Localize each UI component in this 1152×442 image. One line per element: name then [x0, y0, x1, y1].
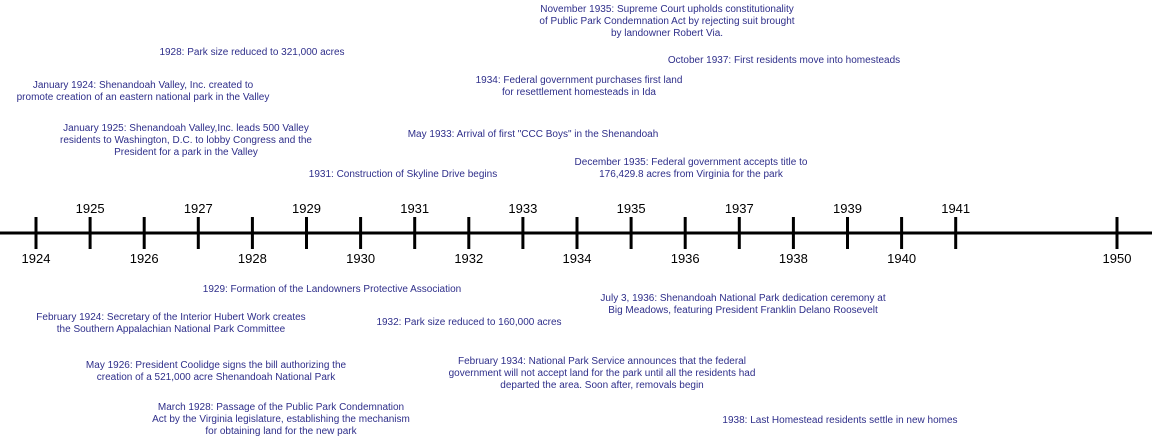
event-may-1926: May 1926: President Coolidge signs the b…: [86, 360, 346, 384]
event-text-line: creation of a 521,000 acre Shenandoah Na…: [96, 372, 336, 384]
event-text-line: July 3, 1936: Shenandoah National Park d…: [600, 293, 886, 304]
event-1934-land: 1934: Federal government purchases first…: [476, 75, 683, 99]
year-label-1925: 1925: [75, 201, 105, 216]
event-text-line: January 1924: Shenandoah Valley, Inc. cr…: [32, 80, 254, 91]
year-label-1940: 1940: [887, 251, 917, 266]
year-label-1937: 1937: [724, 201, 754, 216]
event-text-line: March 1928: Passage of the Public Park C…: [157, 402, 405, 413]
event-1938-last: 1938: Last Homestead residents settle in…: [722, 415, 957, 427]
event-text-line: for obtaining land for the new park: [205, 426, 357, 438]
event-text-line: 1928: Park size reduced to 321,000 acres: [159, 47, 345, 58]
event-text-line: January 1925: Shenandoah Valley,Inc. lea…: [63, 123, 309, 134]
event-text-line: 1931: Construction of Skyline Drive begi…: [308, 169, 498, 180]
year-label-1927: 1927: [183, 201, 213, 216]
event-1928-size: 1928: Park size reduced to 321,000 acres: [159, 47, 344, 59]
event-text-line: 176,429.8 acres from Virginia for the pa…: [599, 169, 783, 181]
event-text-line: of Public Park Condemnation Act by rejec…: [539, 16, 795, 28]
event-dec-1935: December 1935: Federal government accept…: [575, 157, 808, 181]
event-text-line: November 1935: Supreme Court upholds con…: [540, 4, 794, 15]
event-text-line: President for a park in the Valley: [114, 147, 258, 159]
event-text-line: Big Meadows, featuring President Frankli…: [608, 305, 878, 317]
event-text-line: Act by the Virginia legislature, establi…: [152, 414, 410, 426]
event-text-line: residents to Washington, D.C. to lobby C…: [60, 135, 312, 147]
year-label-1950: 1950: [1102, 251, 1132, 266]
year-label-1929: 1929: [292, 201, 321, 216]
event-text-line: October 1937: First residents move into …: [667, 55, 901, 66]
event-text-line: departed the area. Soon after, removals …: [500, 380, 704, 392]
event-text-line: February 1934: National Park Service ann…: [458, 356, 746, 367]
event-text-line: May 1926: President Coolidge signs the b…: [85, 360, 347, 371]
year-label-1941: 1941: [941, 201, 971, 216]
year-label-1938: 1938: [778, 251, 808, 266]
event-text-line: December 1935: Federal government accept…: [574, 157, 808, 168]
event-1932-size: 1932: Park size reduced to 160,000 acres: [376, 317, 561, 329]
event-jul-1936: July 3, 1936: Shenandoah National Park d…: [600, 293, 885, 317]
event-text-line: 1934: Federal government purchases first…: [475, 75, 683, 86]
year-label-1931: 1931: [400, 201, 430, 216]
event-feb-1924: February 1924: Secretary of the Interior…: [36, 312, 305, 336]
year-label-1930: 1930: [346, 251, 376, 266]
year-label-1934: 1934: [562, 251, 592, 266]
year-label-1939: 1939: [833, 201, 862, 216]
event-text-line: for resettlement homesteads in Ida: [502, 87, 656, 99]
year-label-1933: 1933: [508, 201, 538, 216]
event-text-line: May 1933: Arrival of first "CCC Boys" in…: [407, 129, 659, 140]
year-label-1936: 1936: [670, 251, 700, 266]
event-1929-lpa: 1929: Formation of the Landowners Protec…: [203, 284, 461, 296]
event-text-line: the Southern Appalachian National Park C…: [56, 324, 286, 336]
event-text-line: by landowner Robert Via.: [610, 28, 724, 40]
event-text-line: 1929: Formation of the Landowners Protec…: [202, 284, 462, 295]
event-text-line: 1932: Park size reduced to 160,000 acres: [376, 317, 562, 328]
event-nov-1935: November 1935: Supreme Court upholds con…: [539, 4, 794, 41]
year-label-1935: 1935: [616, 201, 646, 216]
axis-ticks: [34, 217, 1119, 249]
year-label-1928: 1928: [237, 251, 267, 266]
event-jan-1925: January 1925: Shenandoah Valley,Inc. lea…: [60, 123, 312, 160]
year-label-1926: 1926: [129, 251, 159, 266]
event-oct-1937: October 1937: First residents move into …: [668, 55, 900, 67]
event-mar-1928: March 1928: Passage of the Public Park C…: [152, 402, 410, 439]
event-text-line: 1938: Last Homestead residents settle in…: [722, 415, 958, 426]
event-feb-1934: February 1934: National Park Service ann…: [449, 356, 756, 393]
event-text-line: February 1924: Secretary of the Interior…: [36, 312, 306, 323]
event-jan-1924: January 1924: Shenandoah Valley, Inc. cr…: [17, 80, 270, 104]
event-1931-skyline: 1931: Construction of Skyline Drive begi…: [309, 169, 497, 181]
event-text-line: government will not accept land for the …: [448, 368, 756, 380]
event-may-1933: May 1933: Arrival of first "CCC Boys" in…: [408, 129, 659, 141]
year-label-1924: 1924: [21, 251, 51, 266]
event-text-line: promote creation of an eastern national …: [16, 92, 270, 104]
year-label-1932: 1932: [454, 251, 484, 266]
